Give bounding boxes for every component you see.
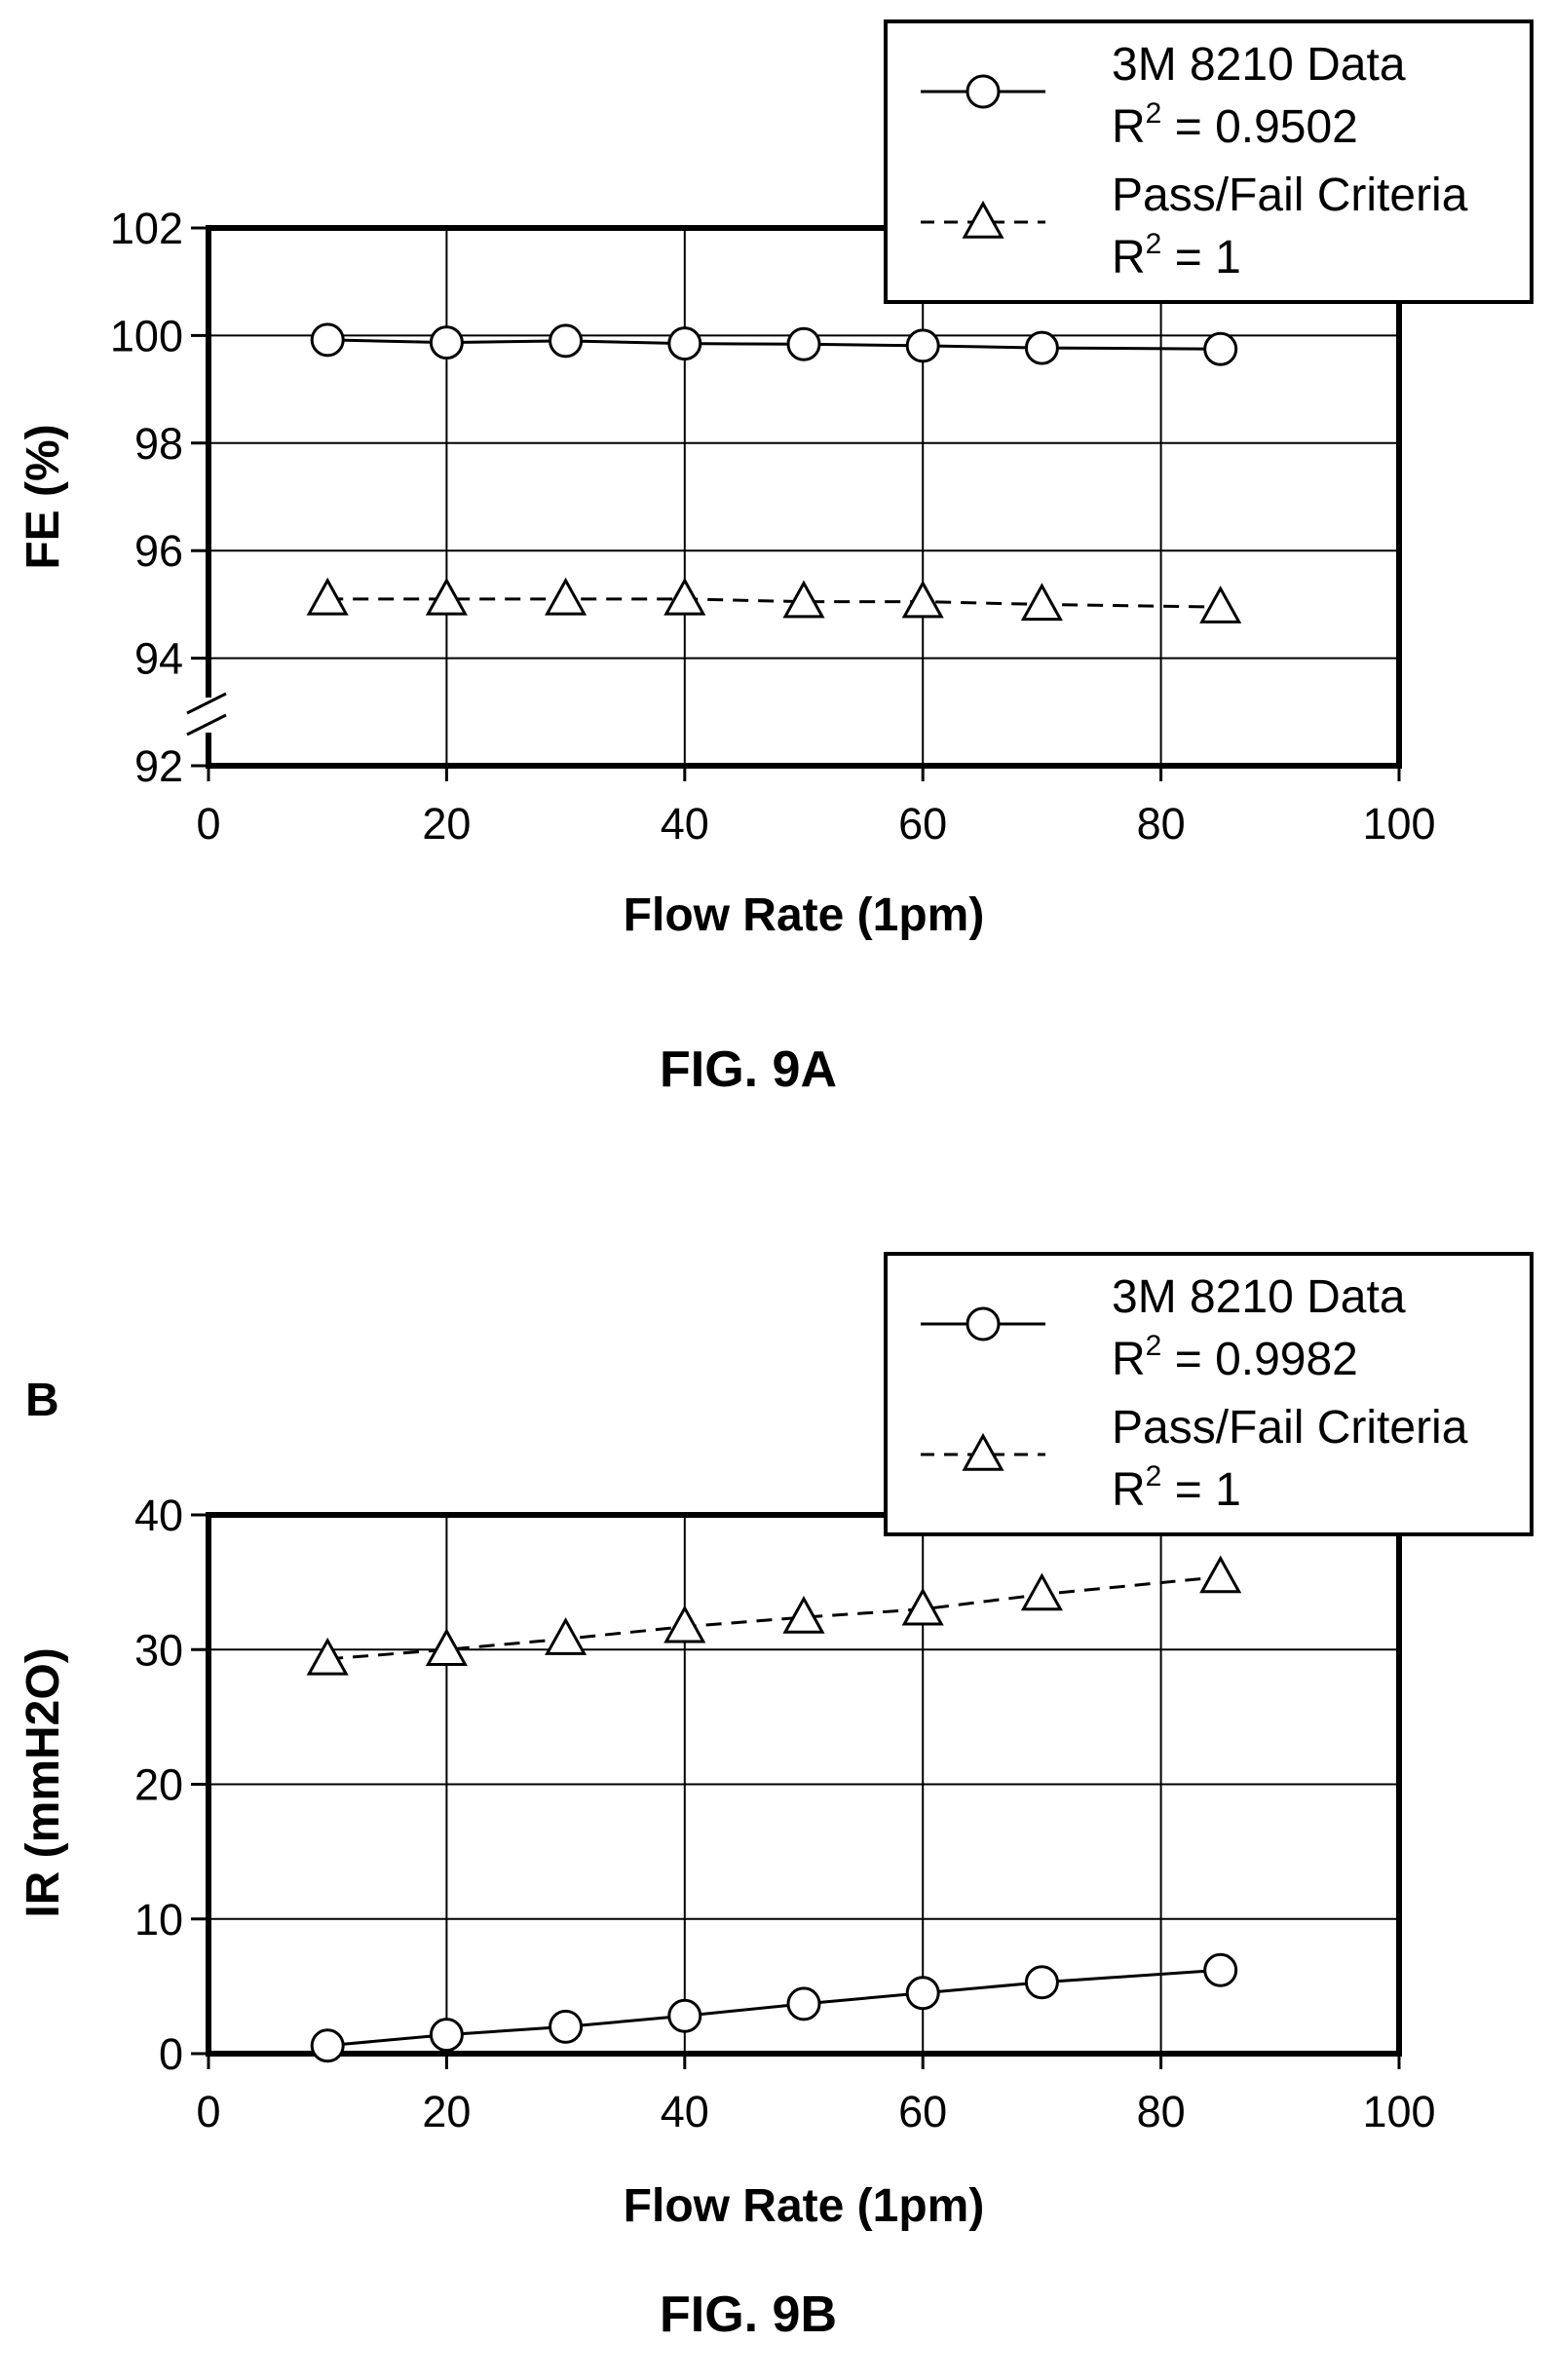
x-tick-label: 0 [196, 2087, 220, 2136]
legend-box [884, 19, 1534, 304]
data-point [1199, 586, 1242, 623]
data-point [549, 323, 584, 359]
data-point [1024, 1965, 1059, 2000]
data-point [1020, 1572, 1063, 1611]
y-tick-label: 40 [134, 1491, 183, 1540]
legend-marker [966, 74, 1001, 109]
series-criteria [306, 577, 1242, 623]
y-tick-label: 30 [134, 1625, 183, 1675]
data-point [667, 326, 702, 361]
x-tick-label: 40 [661, 2087, 709, 2136]
y-tick-label: 98 [134, 419, 183, 469]
data-point [549, 2009, 584, 2044]
data-point [425, 1628, 468, 1666]
x-tick-label: 80 [1137, 2087, 1186, 2136]
legend-box [884, 1252, 1534, 1536]
x-tick-label: 20 [422, 2087, 471, 2136]
legend-series-name: 3M 8210 Data [1112, 1271, 1406, 1323]
legend-marker [962, 200, 1004, 239]
series-line [327, 1968, 1221, 2048]
y-axis-label: IR (mmH2O) [18, 1647, 69, 1917]
data-point [782, 580, 825, 619]
data-point [545, 1617, 587, 1655]
x-tick-label: 100 [1362, 2087, 1435, 2136]
data-point [1203, 331, 1238, 366]
figure-caption: FIG. 9B [660, 2286, 837, 2343]
legend-r2: R2 = 0.9982 [1112, 1330, 1358, 1385]
legend-marker [966, 1306, 1001, 1341]
data-point [905, 328, 940, 363]
legend-r2: R2 = 0.9502 [1112, 97, 1358, 153]
y-tick-label: 0 [159, 2029, 183, 2079]
data-point [786, 326, 821, 361]
data-point [310, 322, 345, 358]
legend-marker [962, 1432, 1004, 1471]
legend-r2: R2 = 1 [1112, 228, 1241, 283]
data-point [667, 1998, 702, 2033]
data-point [429, 2018, 464, 2053]
data-point [425, 577, 468, 616]
data-point [1024, 330, 1059, 365]
data-point [1020, 583, 1063, 622]
series-line [327, 1575, 1221, 1661]
series-criteria [306, 1555, 1242, 1676]
chart-9b: 0 20 40 60 80 100 0 10 20 30 40 Flow Rate (1pm) IR (… [18, 1252, 1534, 2343]
x-tick-label: 40 [661, 799, 709, 849]
figure-caption: FIG. 9A [660, 1041, 837, 1098]
legend-series-name: Pass/Fail Criteria [1112, 1402, 1468, 1454]
chart-9a: 0 20 40 60 80 100 92 94 96 98 100 102 Flow Rate (1pm… [18, 19, 1534, 1098]
axis-break-mark [186, 713, 227, 737]
legend-r2: R2 = 1 [1112, 1460, 1241, 1516]
x-tick-label: 60 [898, 2087, 947, 2136]
legend-series-name: Pass/Fail Criteria [1112, 170, 1468, 221]
series-line [327, 597, 1221, 609]
y-tick-label: 20 [134, 1760, 183, 1810]
x-tick-label: 100 [1362, 799, 1435, 849]
series-data [310, 1952, 1238, 2063]
data-point [786, 1986, 821, 2021]
x-tick-label: 0 [196, 799, 220, 849]
data-point [905, 1976, 940, 2011]
data-point [429, 325, 464, 360]
panel-label: B [25, 1375, 59, 1426]
axis-break-mark [186, 692, 227, 715]
data-point [545, 577, 587, 616]
x-tick-label: 60 [898, 799, 947, 849]
y-tick-label: 10 [134, 1895, 183, 1945]
axis-break-gap [201, 698, 216, 733]
data-point [901, 1587, 944, 1626]
data-point [1203, 1952, 1238, 1987]
x-axis-label: Flow Rate (1pm) [624, 2180, 985, 2232]
x-axis-label: Flow Rate (1pm) [624, 889, 985, 941]
x-tick-label: 80 [1137, 799, 1186, 849]
y-tick-label: 94 [134, 634, 183, 684]
data-point [310, 2028, 345, 2063]
data-point [663, 1605, 706, 1643]
data-point [663, 577, 706, 616]
y-tick-label: 96 [134, 526, 183, 576]
series-line [327, 338, 1221, 351]
y-tick-label: 92 [134, 741, 183, 791]
data-point [1199, 1555, 1242, 1594]
data-point [306, 1637, 349, 1676]
x-tick-label: 20 [422, 799, 471, 849]
y-tick-label: 100 [110, 311, 183, 360]
plot-frame [206, 225, 1402, 769]
data-point [782, 1595, 825, 1634]
y-axis-label: FE (%) [18, 424, 69, 569]
legend-series-name: 3M 8210 Data [1112, 39, 1406, 91]
data-point [901, 580, 944, 619]
series-data [310, 322, 1238, 366]
y-tick-label: 102 [110, 204, 183, 253]
data-point [306, 577, 349, 616]
